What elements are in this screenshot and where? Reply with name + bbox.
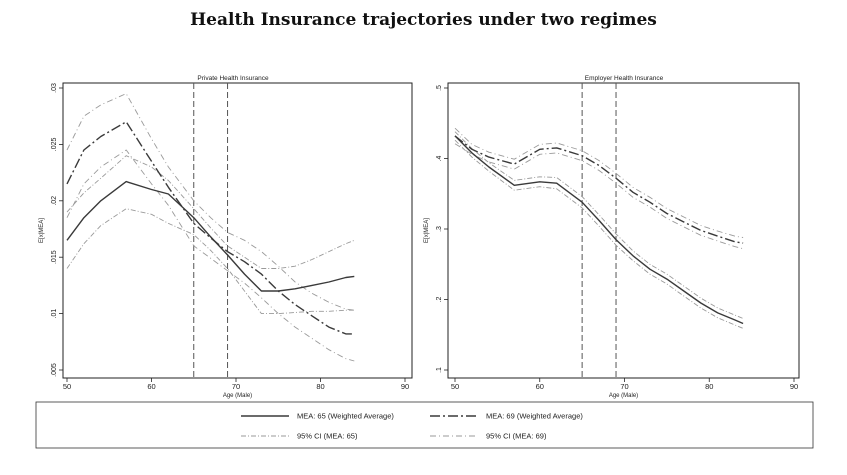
panel-title: Private Health Insurance xyxy=(197,75,269,82)
panel-employer-health-insurance: Employer Health Insurance .1 .2 .3 .4 .5 E[x|M… xyxy=(424,75,800,399)
legend: MEA: 65 (Weighted Average) MEA: 69 (Weigh… xyxy=(35,401,814,449)
y-tick-label: .03 xyxy=(51,83,58,93)
plot-frame xyxy=(62,82,413,379)
y-tick-label: .005 xyxy=(51,363,58,377)
x-tick-label: 50 xyxy=(63,382,71,391)
y-tick-label: .02 xyxy=(51,196,58,206)
x-tick-label: 90 xyxy=(790,382,798,391)
x-tick-label: 60 xyxy=(536,382,544,391)
y-tick-label: .4 xyxy=(436,155,443,161)
series-line-ci69 xyxy=(454,143,744,250)
legend-label: MEA: 69 (Weighted Average) xyxy=(486,412,583,421)
y-tick-label: .2 xyxy=(436,296,443,302)
legend-frame xyxy=(35,401,814,449)
y-tick-label: .5 xyxy=(436,85,443,91)
series-line-mea69 xyxy=(454,135,744,244)
series-line-ci65 xyxy=(454,131,744,319)
figure-title: Health Insurance trajectories under two … xyxy=(190,10,657,30)
series-line-ci69 xyxy=(454,127,744,238)
series-line-mea65 xyxy=(454,135,744,325)
y-tick-label: .3 xyxy=(436,226,443,232)
panel-title: Employer Health Insurance xyxy=(585,75,664,82)
y-tick-label: .01 xyxy=(51,309,58,319)
legend-label: 95% CI (MEA: 69) xyxy=(486,432,547,441)
y-tick-label: .025 xyxy=(51,137,58,151)
legend-label: MEA: 65 (Weighted Average) xyxy=(297,412,394,421)
x-tick-label: 80 xyxy=(316,382,324,391)
panel-private-health-insurance: Private Health Insurance .005 .01 .015 .02 .0… xyxy=(39,75,413,399)
x-tick-label: 70 xyxy=(620,382,628,391)
x-tick-label: 90 xyxy=(401,382,409,391)
x-axis-label: Age (Male) xyxy=(223,393,252,399)
y-axis-label: E[x|MEA] xyxy=(39,218,45,243)
y-tick-label: .015 xyxy=(51,250,58,264)
series-line-mea69 xyxy=(66,121,355,335)
legend-label: 95% CI (MEA: 65) xyxy=(297,432,358,441)
series-line-mea65 xyxy=(66,180,355,292)
y-axis-label: E[x|MEA] xyxy=(424,218,430,243)
y-tick-label: .1 xyxy=(436,367,443,373)
x-tick-label: 70 xyxy=(232,382,240,391)
series-line-ci65 xyxy=(66,155,355,269)
x-tick-label: 60 xyxy=(147,382,155,391)
series-line-ci69 xyxy=(66,93,355,311)
x-tick-label: 50 xyxy=(451,382,459,391)
x-axis-label: Age (Male) xyxy=(609,393,638,399)
series-line-ci69 xyxy=(66,149,355,362)
series-line-ci65 xyxy=(454,139,744,329)
series-line-ci65 xyxy=(66,208,355,315)
x-tick-label: 80 xyxy=(705,382,713,391)
plot-frame xyxy=(447,82,800,379)
